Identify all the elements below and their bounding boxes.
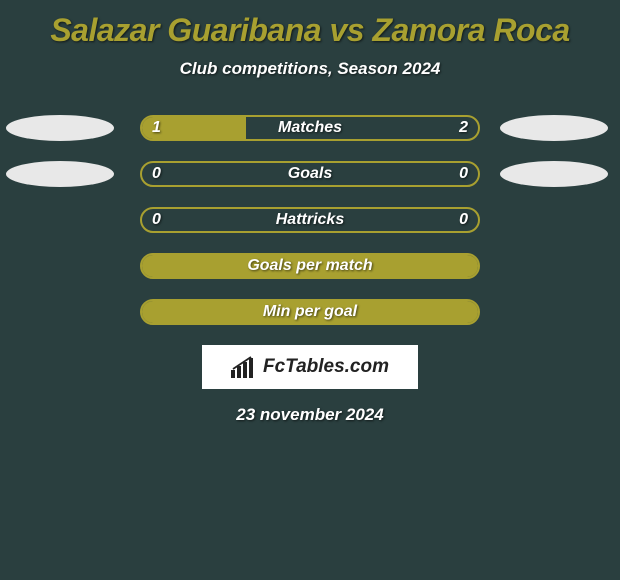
player-badge-left <box>6 115 114 141</box>
logo-box: FcTables.com <box>202 345 418 389</box>
page-title: Salazar Guaribana vs Zamora Roca <box>0 0 620 49</box>
stat-label: Min per goal <box>142 303 478 321</box>
stat-label: Goals per match <box>142 257 478 275</box>
chart-icon <box>231 356 257 378</box>
date-text: 23 november 2024 <box>0 405 620 425</box>
player-badge-right <box>500 115 608 141</box>
stat-label: Matches <box>142 119 478 137</box>
stat-row: 00Hattricks <box>0 207 620 233</box>
stat-row: Min per goal <box>0 299 620 325</box>
player-badge-right <box>500 161 608 187</box>
subtitle: Club competitions, Season 2024 <box>0 59 620 79</box>
stat-row: Goals per match <box>0 253 620 279</box>
stat-bar: 00Hattricks <box>140 207 480 233</box>
stat-row: 00Goals <box>0 161 620 187</box>
stat-bar: Goals per match <box>140 253 480 279</box>
stat-row: 12Matches <box>0 115 620 141</box>
stat-label: Goals <box>142 165 478 183</box>
player-badge-left <box>6 161 114 187</box>
stat-label: Hattricks <box>142 211 478 229</box>
stat-bar: Min per goal <box>140 299 480 325</box>
logo-text: FcTables.com <box>263 356 389 378</box>
stat-rows: 12Matches 00Goals 00Hattricks Goals per mat… <box>0 115 620 325</box>
stat-bar: 00Goals <box>140 161 480 187</box>
stat-bar: 12Matches <box>140 115 480 141</box>
